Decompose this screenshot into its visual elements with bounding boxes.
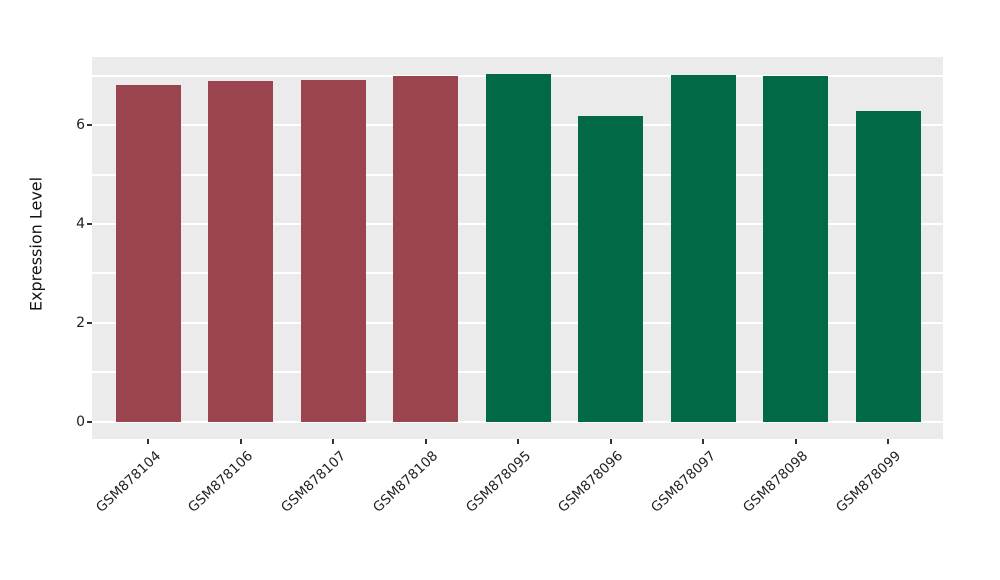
bar-GSM878106 — [208, 80, 273, 422]
x-tick-label-GSM878108: GSM878108 — [370, 448, 442, 516]
x-tick-mark-GSM878107 — [332, 439, 334, 444]
x-tick-mark-GSM878096 — [609, 439, 612, 444]
bar-GSM878107 — [300, 80, 366, 422]
x-tick-mark-GSM878095 — [517, 439, 519, 444]
x-tick-mark-GSM878099 — [887, 439, 889, 444]
bar-GSM878104 — [115, 84, 181, 422]
bar-GSM878108 — [393, 75, 458, 422]
x-tick-label-GSM878098: GSM878098 — [740, 448, 812, 516]
x-tick-label-GSM878096: GSM878096 — [555, 448, 627, 516]
bar-GSM878099 — [855, 110, 921, 422]
y-tick-label-0: 0 — [76, 413, 85, 430]
y-tick-label-4: 4 — [76, 216, 85, 232]
x-tick-label-GSM878106: GSM878106 — [185, 448, 257, 516]
x-tick-label-GSM878099: GSM878099 — [832, 448, 904, 516]
x-tick-label-GSM878095: GSM878095 — [462, 448, 534, 516]
y-tick-mark-2 — [87, 321, 92, 324]
y-tick-label-2: 2 — [76, 314, 85, 331]
x-tick-mark-GSM878104 — [147, 439, 149, 444]
bar-GSM878095 — [485, 73, 551, 422]
y-tick-label-6: 6 — [76, 117, 85, 134]
x-tick-mark-GSM878098 — [794, 439, 797, 444]
bar-GSM878096 — [578, 116, 643, 422]
x-tick-mark-GSM878106 — [239, 439, 242, 444]
x-tick-label-GSM878107: GSM878107 — [277, 448, 349, 516]
plot-area — [92, 57, 943, 439]
x-tick-mark-GSM878108 — [424, 439, 427, 444]
bar-GSM878097 — [670, 75, 736, 422]
y-tick-mark-0 — [87, 420, 92, 423]
y-tick-mark-6 — [87, 124, 92, 127]
x-tick-label-GSM878104: GSM878104 — [92, 448, 164, 516]
x-tick-mark-GSM878097 — [702, 439, 704, 444]
x-tick-label-GSM878097: GSM878097 — [647, 448, 719, 516]
y-tick-mark-4 — [87, 223, 92, 225]
y-axis-title: Expression Level — [26, 176, 46, 312]
bar-GSM878098 — [763, 76, 828, 422]
gridline-y-0 — [92, 420, 943, 423]
